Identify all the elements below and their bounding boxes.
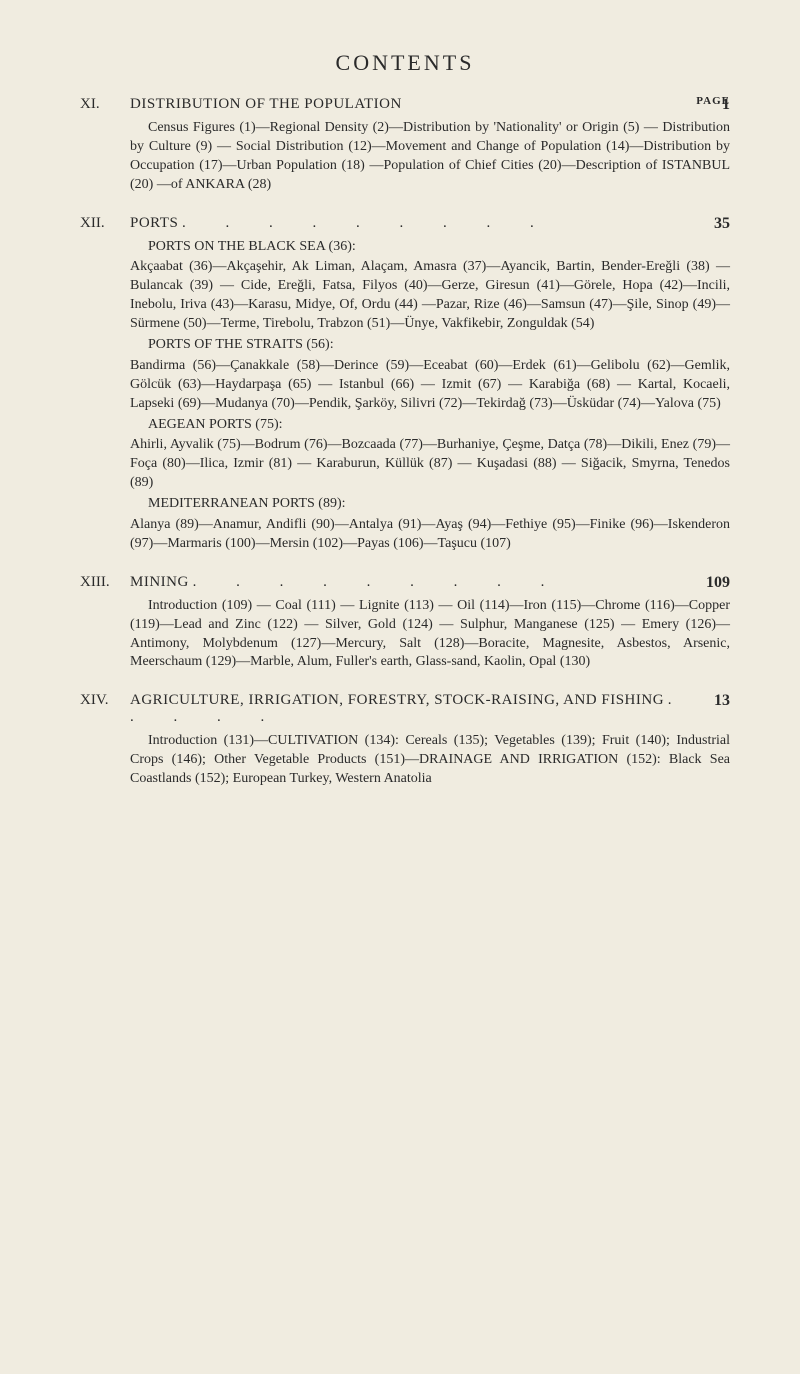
- chapter-page-num: 109: [706, 574, 730, 592]
- leader-dots: . . . . . . . . .: [182, 215, 552, 231]
- chapter-heading: XIII. MINING . . . . . . . . . 109: [80, 574, 730, 591]
- chapter-title-text: DISTRIBUTION OF THE POPULATION: [130, 96, 402, 112]
- chapter-page-num: 1: [722, 96, 730, 114]
- chapter-para: Bandirma (56)—Çanakkale (58)—Derince (59…: [130, 357, 730, 414]
- chapter-title-text: PORTS: [130, 215, 178, 231]
- page-title: CONTENTS: [80, 50, 730, 76]
- chapter-title-text: AGRICULTURE, IRRIGATION, FORESTRY, STOCK…: [130, 692, 664, 708]
- chapter-title: PORTS . . . . . . . . .: [130, 215, 730, 232]
- chapter-page-num: 35: [714, 215, 730, 233]
- chapter-para: Akçaabat (36)—Akçaşehir, Ak Liman, Alaça…: [130, 258, 730, 334]
- chapter-title: MINING . . . . . . . . .: [130, 574, 730, 591]
- chapter-page-num: 13: [714, 692, 730, 710]
- chapter-heading: XIV. AGRICULTURE, IRRIGATION, FORESTRY, …: [80, 692, 730, 726]
- chapter-subhead: AEGEAN PORTS (75):: [130, 416, 730, 435]
- chapter-title-text: MINING: [130, 574, 189, 590]
- chapter-heading: XII. PORTS . . . . . . . . . 35: [80, 215, 730, 232]
- chapter-12: XII. PORTS . . . . . . . . . 35 PORTS ON…: [80, 215, 730, 554]
- chapter-14: XIV. AGRICULTURE, IRRIGATION, FORESTRY, …: [80, 692, 730, 789]
- chapter-subhead: MEDITERRANEAN PORTS (89):: [130, 495, 730, 514]
- chapter-13: XIII. MINING . . . . . . . . . 109 Intro…: [80, 574, 730, 673]
- chapter-body: PORTS ON THE BLACK SEA (36): Akçaabat (3…: [130, 238, 730, 554]
- chapter-para: Introduction (109) — Coal (111) — Lignit…: [130, 597, 730, 673]
- chapter-body: Introduction (109) — Coal (111) — Lignit…: [130, 597, 730, 673]
- chapter-11: XI. DISTRIBUTION OF THE POPULATION 1 Cen…: [80, 96, 730, 195]
- chapter-roman: XI.: [80, 96, 130, 113]
- chapter-roman: XII.: [80, 215, 130, 232]
- chapter-para: Alanya (89)—Anamur, Andifli (90)—Antalya…: [130, 516, 730, 554]
- chapter-body: Census Figures (1)—Regional Density (2)—…: [130, 119, 730, 195]
- chapter-roman: XIII.: [80, 574, 130, 591]
- leader-dots: . . . . . . . . .: [193, 574, 563, 590]
- chapter-para: Census Figures (1)—Regional Density (2)—…: [130, 119, 730, 195]
- chapter-title: DISTRIBUTION OF THE POPULATION: [130, 96, 730, 113]
- chapter-para: Introduction (131)—CULTIVATION (134): Ce…: [130, 732, 730, 789]
- chapter-roman: XIV.: [80, 692, 130, 709]
- chapter-para: Ahirli, Ayvalik (75)—Bodrum (76)—Bozcaad…: [130, 436, 730, 493]
- chapter-subhead: PORTS ON THE BLACK SEA (36):: [130, 238, 730, 257]
- chapter-subhead: PORTS OF THE STRAITS (56):: [130, 336, 730, 355]
- chapter-body: Introduction (131)—CULTIVATION (134): Ce…: [130, 732, 730, 789]
- chapter-title: AGRICULTURE, IRRIGATION, FORESTRY, STOCK…: [130, 692, 730, 726]
- chapter-heading: XI. DISTRIBUTION OF THE POPULATION 1: [80, 96, 730, 113]
